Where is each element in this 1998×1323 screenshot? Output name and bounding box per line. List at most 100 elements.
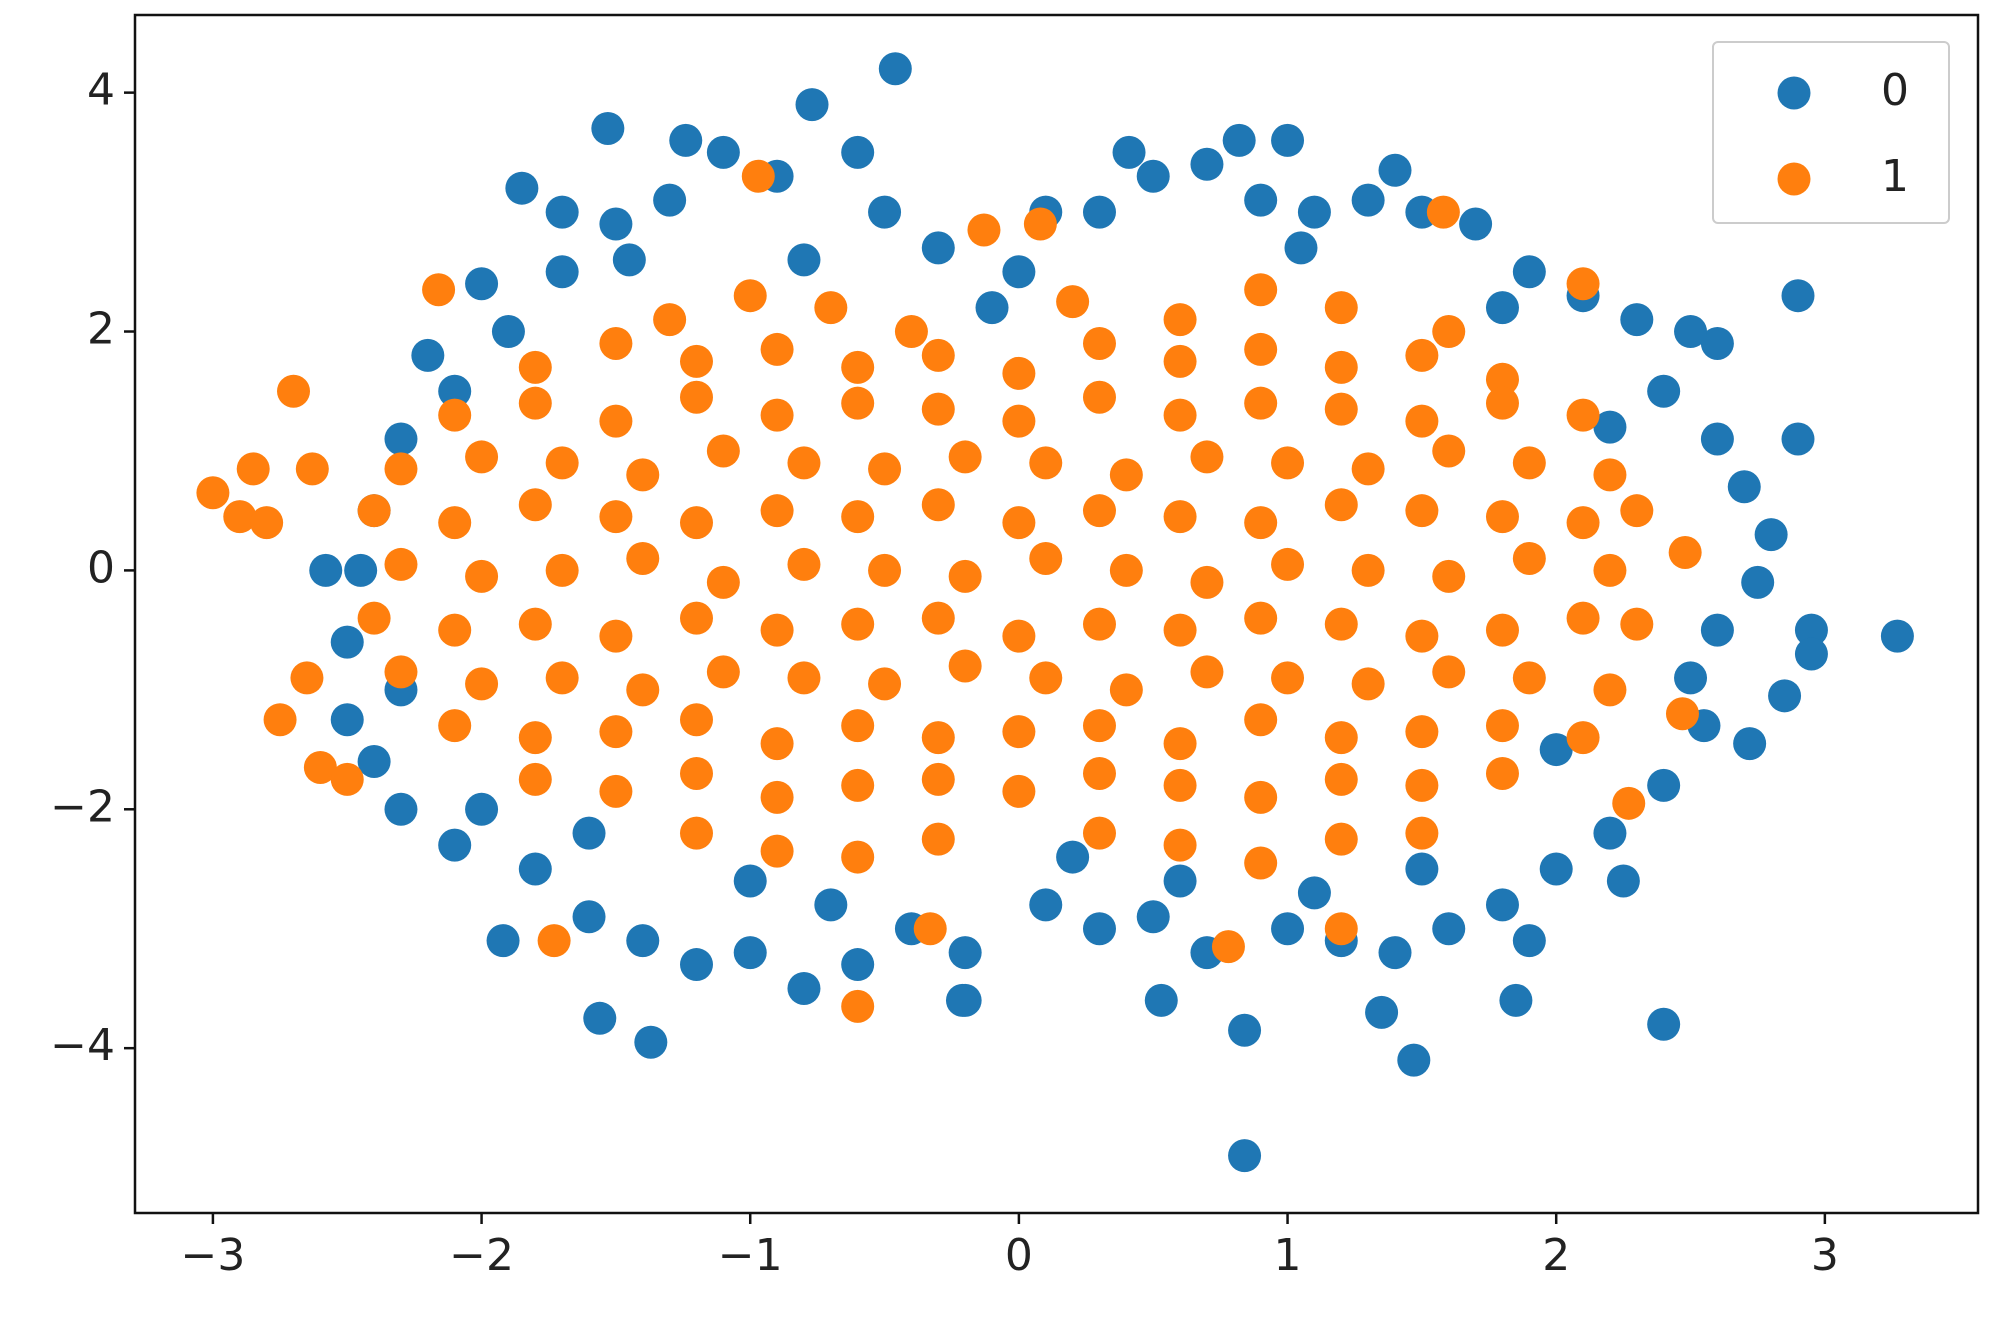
point <box>1163 303 1197 337</box>
point <box>1674 661 1708 695</box>
point <box>309 553 343 587</box>
point <box>1228 1139 1262 1173</box>
point <box>344 553 378 587</box>
point <box>1794 637 1828 671</box>
point <box>1082 195 1116 229</box>
point <box>1324 822 1358 856</box>
point <box>599 207 633 241</box>
point <box>236 452 270 486</box>
point <box>572 816 606 850</box>
point <box>1397 1043 1431 1077</box>
point <box>1351 553 1385 587</box>
point <box>760 613 794 647</box>
point <box>1190 440 1224 474</box>
point <box>1405 852 1439 886</box>
point <box>1163 344 1197 378</box>
point <box>1432 559 1466 593</box>
point <box>787 243 821 277</box>
y-tick-label: 2 <box>87 304 115 355</box>
point <box>1647 1007 1681 1041</box>
point <box>583 1001 617 1035</box>
point <box>1211 930 1245 964</box>
point <box>518 852 552 886</box>
x-tick-label: −1 <box>718 1230 783 1281</box>
point <box>948 983 982 1017</box>
axes-frame <box>133 13 1980 1215</box>
point <box>465 559 499 593</box>
point <box>1351 667 1385 701</box>
point <box>250 506 284 540</box>
point <box>518 607 552 641</box>
point <box>1733 727 1767 761</box>
point <box>1351 183 1385 217</box>
point <box>1163 613 1197 647</box>
point <box>626 541 660 575</box>
point <box>1324 721 1358 755</box>
point <box>1566 398 1600 432</box>
point <box>1432 912 1466 946</box>
point <box>741 159 775 193</box>
point <box>518 721 552 755</box>
point <box>868 553 902 587</box>
point <box>1163 500 1197 534</box>
point <box>1566 601 1600 635</box>
point <box>1029 661 1063 695</box>
point <box>1612 786 1646 820</box>
point <box>1222 123 1256 157</box>
point <box>518 762 552 796</box>
point <box>921 762 955 796</box>
point <box>1082 912 1116 946</box>
point <box>1029 446 1063 480</box>
point <box>921 488 955 522</box>
point <box>1593 458 1627 492</box>
point <box>1781 422 1815 456</box>
point <box>626 458 660 492</box>
point <box>679 703 713 737</box>
point <box>1163 727 1197 761</box>
x-tick-label: 3 <box>1811 1230 1839 1281</box>
point <box>357 601 391 635</box>
x-tick-label: 2 <box>1542 1230 1570 1281</box>
point <box>1432 434 1466 468</box>
point <box>438 828 472 862</box>
legend-box <box>1712 41 1950 224</box>
y-tick-label: −4 <box>50 1020 115 1071</box>
point <box>438 398 472 432</box>
point <box>1082 380 1116 414</box>
point <box>1082 816 1116 850</box>
point <box>1297 195 1331 229</box>
point <box>841 840 875 874</box>
point <box>545 195 579 229</box>
legend-label: 1 <box>1881 151 1909 202</box>
point <box>465 667 499 701</box>
point <box>384 452 418 486</box>
point <box>1459 207 1493 241</box>
point <box>706 565 740 599</box>
point <box>1512 446 1546 480</box>
point <box>1271 912 1305 946</box>
point <box>814 888 848 922</box>
point <box>679 948 713 982</box>
point <box>438 709 472 743</box>
point <box>384 547 418 581</box>
point <box>518 350 552 384</box>
point <box>545 553 579 587</box>
point <box>795 88 829 122</box>
point <box>967 213 1001 247</box>
point <box>626 924 660 958</box>
point <box>1109 553 1143 587</box>
point <box>1109 673 1143 707</box>
point <box>878 52 912 86</box>
point <box>1485 756 1519 790</box>
point <box>330 703 364 737</box>
x-tick-label: 0 <box>1005 1230 1033 1281</box>
point <box>868 452 902 486</box>
point <box>1620 303 1654 337</box>
point <box>1002 506 1036 540</box>
point <box>1485 386 1519 420</box>
point <box>760 398 794 432</box>
point <box>913 912 947 946</box>
point <box>1768 679 1802 713</box>
point <box>1485 613 1519 647</box>
point <box>599 500 633 534</box>
